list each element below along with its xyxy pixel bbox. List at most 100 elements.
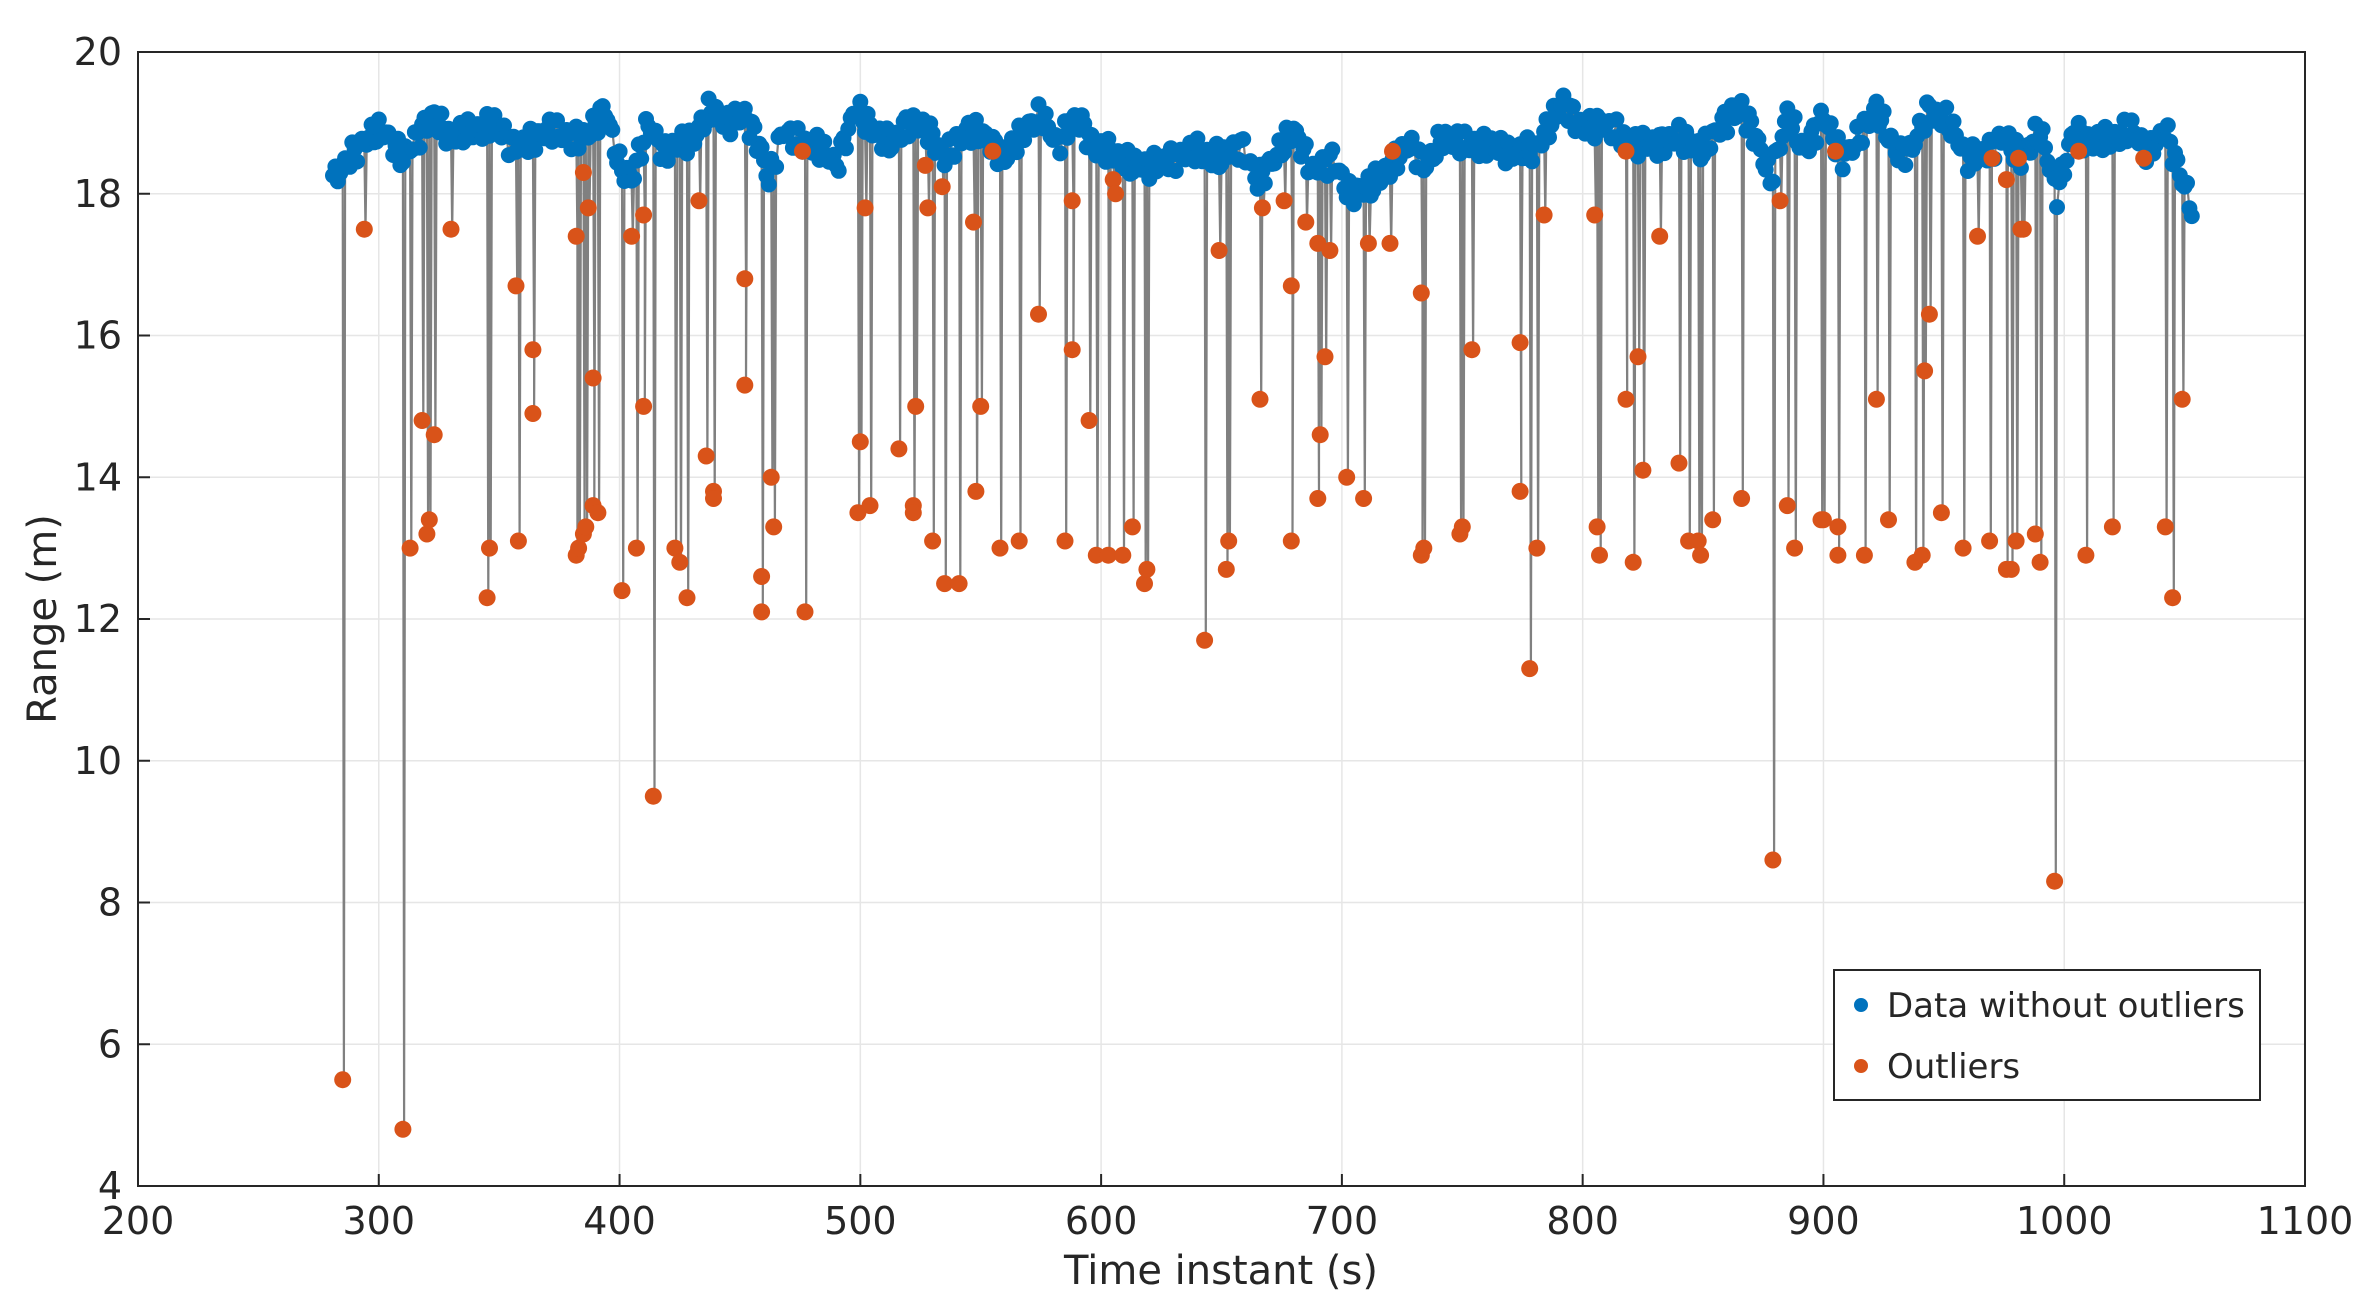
- inlier-point: [626, 170, 642, 187]
- x-tick-label: 700: [1306, 1199, 1379, 1243]
- outlier-point: [1297, 213, 1315, 231]
- outlier-point: [2007, 532, 2025, 550]
- inlier-point: [2058, 152, 2075, 169]
- outlier-point: [736, 376, 754, 394]
- inlier-point: [816, 133, 833, 150]
- outlier-point: [1251, 390, 1269, 408]
- outlier-point: [627, 539, 645, 557]
- outlier-point: [671, 553, 689, 571]
- outlier-point: [1087, 546, 1105, 564]
- x-tick-label: 500: [824, 1199, 897, 1243]
- inlier-point: [2169, 151, 2186, 168]
- inlier-point: [746, 119, 763, 135]
- outlier-point: [1104, 171, 1122, 189]
- y-tick-label: 16: [74, 314, 122, 358]
- inlier-point: [1167, 163, 1184, 179]
- outlier-point: [355, 220, 373, 238]
- inlier-point: [633, 150, 650, 167]
- outlier-point: [1309, 490, 1327, 507]
- inlier-point: [1541, 129, 1557, 146]
- inlier-point: [1764, 173, 1781, 190]
- outlier-point: [2077, 546, 2095, 564]
- inlier-point: [967, 111, 984, 128]
- outlier-point: [1316, 348, 1334, 366]
- outlier-point: [570, 539, 588, 557]
- outlier-point: [2156, 518, 2174, 536]
- outlier-point: [524, 341, 542, 359]
- outlier-point: [1063, 341, 1081, 359]
- inlier-point: [1938, 99, 1955, 116]
- outlier-point: [1107, 185, 1125, 203]
- inlier-point: [2179, 174, 2195, 191]
- y-tick-label: 6: [98, 1022, 122, 1066]
- inlier-point: [768, 158, 785, 175]
- outlier-point: [1253, 199, 1271, 217]
- inlier-point: [1772, 140, 1789, 157]
- outlier-point: [1829, 518, 1847, 536]
- outlier-point: [1063, 192, 1081, 210]
- outlier-point: [1453, 518, 1471, 536]
- outlier-point: [1220, 532, 1238, 550]
- inlier-point: [1733, 93, 1750, 109]
- outlier-point: [972, 397, 990, 415]
- outlier-point: [1282, 532, 1300, 550]
- outlier-point: [1123, 518, 1141, 536]
- outlier-point: [1692, 546, 1710, 564]
- outlier-point: [1384, 142, 1401, 160]
- y-tick-label: 14: [74, 455, 122, 499]
- outlier-point: [1624, 553, 1642, 571]
- outlier-point: [2046, 872, 2064, 890]
- outlier-point: [1412, 284, 1430, 302]
- inlier-point: [1235, 131, 1252, 148]
- legend-box: [1833, 969, 2261, 1101]
- inlier-point: [589, 124, 606, 141]
- inlier-point: [1822, 115, 1839, 132]
- inlier-point: [1719, 124, 1736, 141]
- outlier-point: [635, 397, 653, 415]
- outlier-point: [1535, 206, 1553, 224]
- outlier-point: [936, 575, 954, 593]
- outlier-point: [442, 220, 460, 238]
- x-axis-title: Time instant (s): [1063, 1248, 1378, 1294]
- x-tick-label: 800: [1546, 1199, 1619, 1243]
- outlier-point: [1114, 546, 1132, 564]
- y-tick-label: 10: [74, 739, 122, 783]
- inlier-point: [1808, 134, 1825, 151]
- outlier-point: [924, 532, 942, 550]
- legend: Data without outliers Outliers: [1833, 969, 2261, 1101]
- outlier-point: [919, 199, 937, 217]
- outlier-point: [1099, 546, 1117, 564]
- outlier-point: [1913, 546, 1931, 564]
- outlier-point: [1969, 227, 1986, 245]
- outlier-point: [1786, 539, 1804, 557]
- outlier-point: [425, 426, 443, 444]
- inlier-point: [1565, 98, 1581, 115]
- outlier-point: [1591, 546, 1608, 564]
- outlier-point: [1733, 490, 1751, 507]
- outlier-point: [856, 199, 874, 217]
- y-tick-label: 8: [98, 881, 122, 925]
- outlier-point: [2002, 560, 2020, 578]
- outlier-point: [1617, 390, 1635, 408]
- outlier-point: [933, 178, 951, 196]
- outlier-point: [991, 539, 1009, 557]
- outlier-point: [1511, 334, 1529, 352]
- outlier-point: [1617, 142, 1635, 160]
- inlier-point: [760, 176, 777, 193]
- outlier-point: [1217, 560, 1235, 578]
- inlier-point: [370, 111, 387, 128]
- inlier-point: [1052, 145, 1069, 162]
- outlier-point: [1629, 348, 1647, 366]
- outlier-point: [1275, 192, 1293, 210]
- inlier-point: [1875, 103, 1892, 120]
- tick-labels: 200 300 400 500 600 700 800 900 1000 1100 4 6 8 10 12 1…: [74, 30, 2354, 1243]
- outlier-point: [1704, 511, 1722, 529]
- outlier-point: [1381, 234, 1399, 252]
- outlier-point: [394, 1120, 412, 1138]
- outlier-point: [1463, 341, 1481, 359]
- outlier-point: [2164, 589, 2182, 607]
- inlier-point: [1786, 109, 1803, 126]
- outlier-point: [1651, 227, 1669, 245]
- outlier-point: [577, 518, 595, 536]
- outlier-point: [1415, 539, 1433, 557]
